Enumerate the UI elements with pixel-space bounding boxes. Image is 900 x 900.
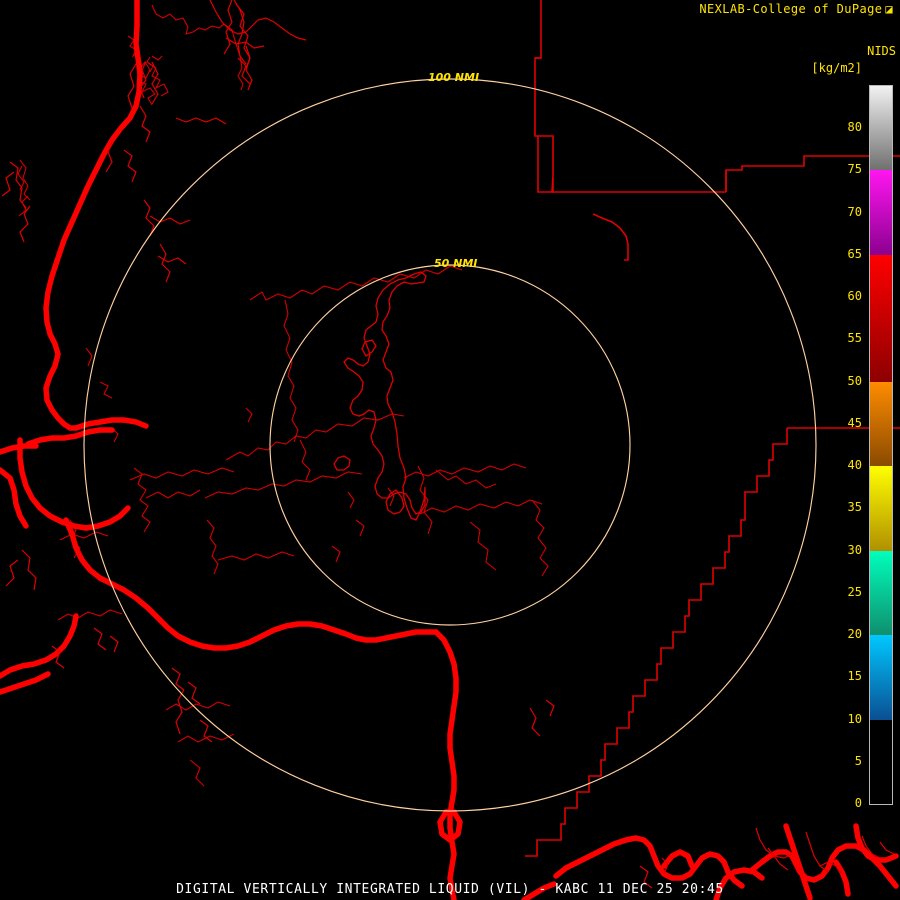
colorbar-band-gray [870, 86, 892, 171]
colorbar-tick-10: 10 [847, 711, 862, 726]
colorbar-tick-15: 15 [847, 669, 862, 684]
colorbar[interactable] [869, 85, 893, 805]
colorbar-tick-55: 55 [847, 331, 862, 346]
range-ring-100nmi [83, 78, 817, 812]
colorbar-band-orange [870, 381, 892, 467]
range-rings [83, 78, 817, 812]
colorbar-tick-35: 35 [847, 500, 862, 515]
branding: NEXLAB-College of DuPage ◪ [699, 2, 893, 16]
colorbar-band-red [870, 254, 892, 382]
range-ring-label-100nmi: 100 NMI [428, 71, 480, 84]
colorbar-tick-45: 45 [847, 415, 862, 430]
chesapeake-bay-outline [333, 271, 427, 521]
colorbar-tick-50: 50 [847, 373, 862, 388]
colorbar-tick-30: 30 [847, 542, 862, 557]
range-ring-label-50nmi: 50 NMI [434, 257, 478, 270]
colorbar-units: [kg/m2] [811, 61, 862, 75]
colorbar-band-yellow [870, 466, 892, 551]
colorbar-tick-0: 0 [854, 796, 862, 810]
colorbar-tick-5: 5 [854, 753, 862, 768]
colorbar-tick-60: 60 [847, 289, 862, 304]
colorbar-band-black [870, 719, 892, 804]
product-status-bar: DIGITAL VERTICALLY INTEGRATED LIQUID (VI… [176, 882, 724, 897]
cod-logo-icon: ◪ [885, 2, 893, 16]
colorbar-tick-25: 25 [847, 584, 862, 599]
colorbar-title: NIDS [867, 44, 896, 58]
colorbar-tick-70: 70 [847, 204, 862, 219]
colorbar-tick-labels: 80 75 70 65 60 55 50 45 40 35 30 25 20 15 10 5 0 [820, 85, 866, 809]
range-ring-50nmi [269, 264, 631, 626]
branding-text: NEXLAB-College of DuPage [699, 2, 883, 16]
colorbar-tick-20: 20 [847, 627, 862, 642]
colorbar-tick-65: 65 [847, 246, 862, 261]
state-boundaries [525, 0, 900, 857]
colorbar-band-magenta [870, 170, 892, 255]
colorbar-tick-40: 40 [847, 458, 862, 473]
colorbar-band-blue [870, 635, 892, 720]
colorbar-tick-75: 75 [847, 162, 862, 177]
colorbar-tick-80: 80 [847, 120, 862, 135]
colorbar-band-green-cyan [870, 550, 892, 636]
